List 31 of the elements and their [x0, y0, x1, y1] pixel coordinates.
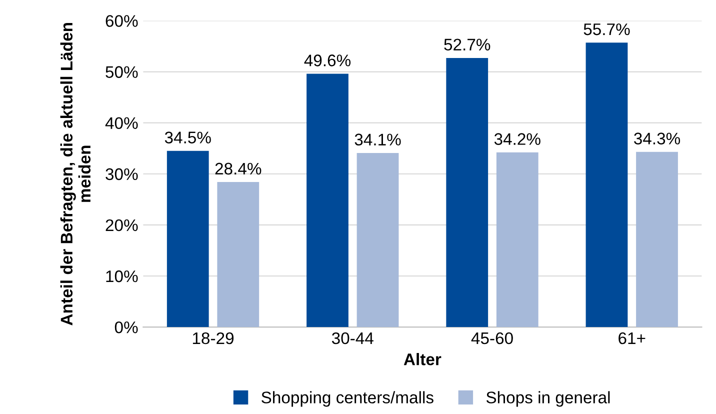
y-tick-label: 50% [106, 66, 138, 78]
data-label: 55.7% [584, 23, 630, 36]
y-tick-label: 0% [114, 321, 138, 334]
data-label: 52.7% [444, 38, 490, 51]
y-tick-label: 60% [106, 15, 138, 27]
bar [217, 182, 260, 328]
bar [636, 152, 678, 328]
x-tick-label: 30-44 [332, 332, 374, 344]
data-label: 34.5% [164, 132, 211, 144]
x-tick-label: 18-29 [192, 332, 234, 344]
y-tick-label: 30% [106, 168, 138, 180]
y-tick-label: 40% [105, 117, 138, 130]
y-tick-label: 20% [106, 219, 138, 232]
data-label: 28.4% [215, 162, 262, 175]
data-label: 34.3% [634, 132, 680, 144]
data-label: 34.2% [494, 133, 540, 145]
legend-label: Shopping centers/malls [262, 391, 434, 407]
bar [446, 58, 488, 328]
bar [586, 42, 628, 328]
y-axis-title: Anteil der Befragten, die aktuell Läden meiden [60, 23, 91, 326]
bar [166, 150, 209, 328]
bar [306, 74, 348, 328]
legend-label: Shops in general [486, 391, 610, 407]
x-tick-label: 45-60 [471, 332, 513, 344]
x-axis-title: Alter [404, 353, 442, 366]
data-label: 34.1% [354, 134, 401, 146]
data-label: 49.6% [304, 54, 351, 66]
bar [356, 152, 399, 328]
bar [496, 152, 538, 328]
y-tick-label: 10% [106, 270, 138, 282]
x-tick-label: 61+ [618, 332, 646, 344]
